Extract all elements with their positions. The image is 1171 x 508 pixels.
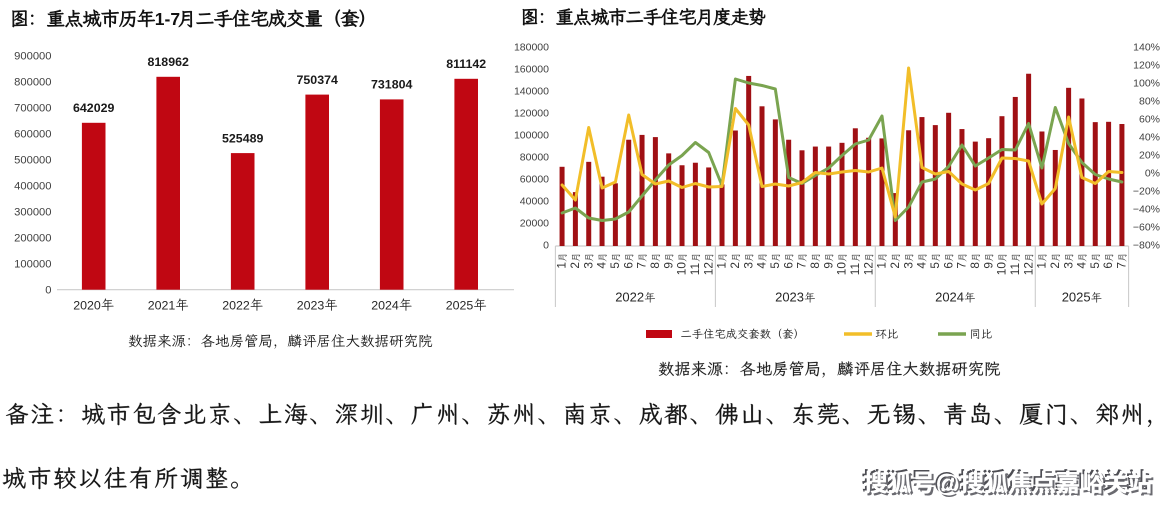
svg-text:500000: 500000: [14, 155, 51, 167]
svg-text:2020: 2020: [73, 299, 101, 313]
svg-text:1-7: 1-7: [155, 9, 180, 29]
svg-text:2: 2: [1048, 262, 1062, 269]
svg-text:200000: 200000: [14, 233, 51, 245]
svg-text:120000: 120000: [514, 108, 549, 120]
svg-text:9: 9: [821, 262, 835, 269]
svg-text:2024: 2024: [371, 299, 399, 313]
svg-text:180000: 180000: [514, 42, 549, 54]
svg-text:60%: 60%: [1139, 114, 1160, 126]
svg-text:140000: 140000: [514, 86, 549, 98]
svg-text:100000: 100000: [14, 259, 51, 271]
svg-text:8: 8: [808, 262, 822, 269]
svg-text:−20%: −20%: [1133, 186, 1160, 198]
svg-text:1: 1: [555, 262, 569, 269]
svg-text:60000: 60000: [520, 174, 549, 186]
svg-text:11: 11: [688, 263, 702, 275]
svg-text:4: 4: [1075, 262, 1089, 269]
svg-text:80000: 80000: [520, 152, 549, 164]
svg-text:7: 7: [955, 262, 969, 269]
svg-text:160000: 160000: [514, 64, 549, 76]
svg-text:10: 10: [835, 262, 849, 276]
svg-text:1: 1: [1035, 262, 1049, 269]
svg-text:10: 10: [675, 262, 689, 276]
svg-text:2023: 2023: [297, 299, 325, 313]
svg-text:140%: 140%: [1133, 42, 1160, 54]
svg-text:811142: 811142: [446, 57, 486, 71]
svg-text:11: 11: [848, 263, 862, 275]
svg-text:3: 3: [1061, 262, 1075, 269]
svg-text:100%: 100%: [1133, 78, 1160, 90]
svg-text:642029: 642029: [73, 101, 114, 115]
svg-text:80%: 80%: [1139, 96, 1160, 108]
svg-text:3: 3: [581, 262, 595, 269]
svg-text:818962: 818962: [148, 55, 189, 69]
svg-text:20000: 20000: [520, 218, 549, 230]
svg-text:12: 12: [701, 262, 715, 275]
svg-text:2024: 2024: [935, 290, 964, 305]
svg-text:731804: 731804: [371, 78, 412, 92]
svg-text:1: 1: [875, 262, 889, 269]
svg-text:5: 5: [1088, 262, 1102, 269]
svg-text:9: 9: [981, 262, 995, 269]
svg-text:0: 0: [543, 240, 549, 252]
svg-text:3: 3: [901, 262, 915, 269]
svg-text:1: 1: [715, 262, 729, 269]
svg-text:6: 6: [781, 262, 795, 269]
svg-text:5: 5: [928, 262, 942, 269]
svg-text:12: 12: [861, 262, 875, 275]
svg-text:10: 10: [995, 262, 1009, 276]
svg-text:2: 2: [728, 262, 742, 269]
svg-text:120%: 120%: [1133, 60, 1160, 72]
svg-text:8: 8: [648, 262, 662, 269]
svg-text:700000: 700000: [14, 103, 51, 115]
svg-text:2: 2: [888, 262, 902, 269]
svg-text:2025: 2025: [446, 299, 474, 313]
svg-text:40000: 40000: [520, 196, 549, 208]
svg-text:5: 5: [768, 262, 782, 269]
svg-text:2021: 2021: [148, 299, 176, 313]
svg-text:20%: 20%: [1139, 150, 1160, 162]
svg-text:−40%: −40%: [1133, 204, 1160, 216]
svg-text:3: 3: [741, 262, 755, 269]
svg-text:6: 6: [941, 262, 955, 269]
svg-text:5: 5: [608, 262, 622, 269]
svg-text:0: 0: [45, 285, 51, 297]
svg-text:7: 7: [795, 262, 809, 269]
svg-text:−80%: −80%: [1133, 240, 1160, 252]
svg-text:0%: 0%: [1145, 168, 1160, 180]
svg-text:2023: 2023: [775, 290, 804, 305]
svg-text:@: @: [934, 469, 958, 496]
svg-text:@: @: [936, 470, 960, 497]
svg-text:2: 2: [568, 262, 582, 269]
svg-text:4: 4: [755, 262, 769, 269]
svg-text:−60%: −60%: [1133, 222, 1160, 234]
svg-text:750374: 750374: [297, 73, 338, 87]
svg-text:7: 7: [635, 262, 649, 269]
svg-text:40%: 40%: [1139, 132, 1160, 144]
svg-text:6: 6: [621, 262, 635, 269]
svg-text:400000: 400000: [14, 181, 51, 193]
svg-text:4: 4: [915, 262, 929, 269]
svg-text:2022: 2022: [615, 290, 644, 305]
svg-text:7: 7: [1115, 262, 1129, 269]
svg-text:6: 6: [1101, 262, 1115, 269]
svg-text:525489: 525489: [222, 131, 263, 145]
svg-text:300000: 300000: [14, 207, 51, 219]
svg-text:100000: 100000: [514, 130, 549, 142]
svg-text:9: 9: [661, 262, 675, 269]
svg-text:8: 8: [968, 262, 982, 269]
svg-text:600000: 600000: [14, 129, 51, 141]
svg-text:@: @: [938, 472, 962, 499]
svg-text:800000: 800000: [14, 77, 51, 89]
svg-text:2022: 2022: [222, 299, 250, 313]
svg-text:2025: 2025: [1062, 290, 1091, 305]
svg-text:4: 4: [595, 262, 609, 269]
svg-text:12: 12: [1021, 262, 1035, 275]
svg-text:900000: 900000: [14, 51, 51, 63]
svg-text:11: 11: [1008, 263, 1022, 275]
